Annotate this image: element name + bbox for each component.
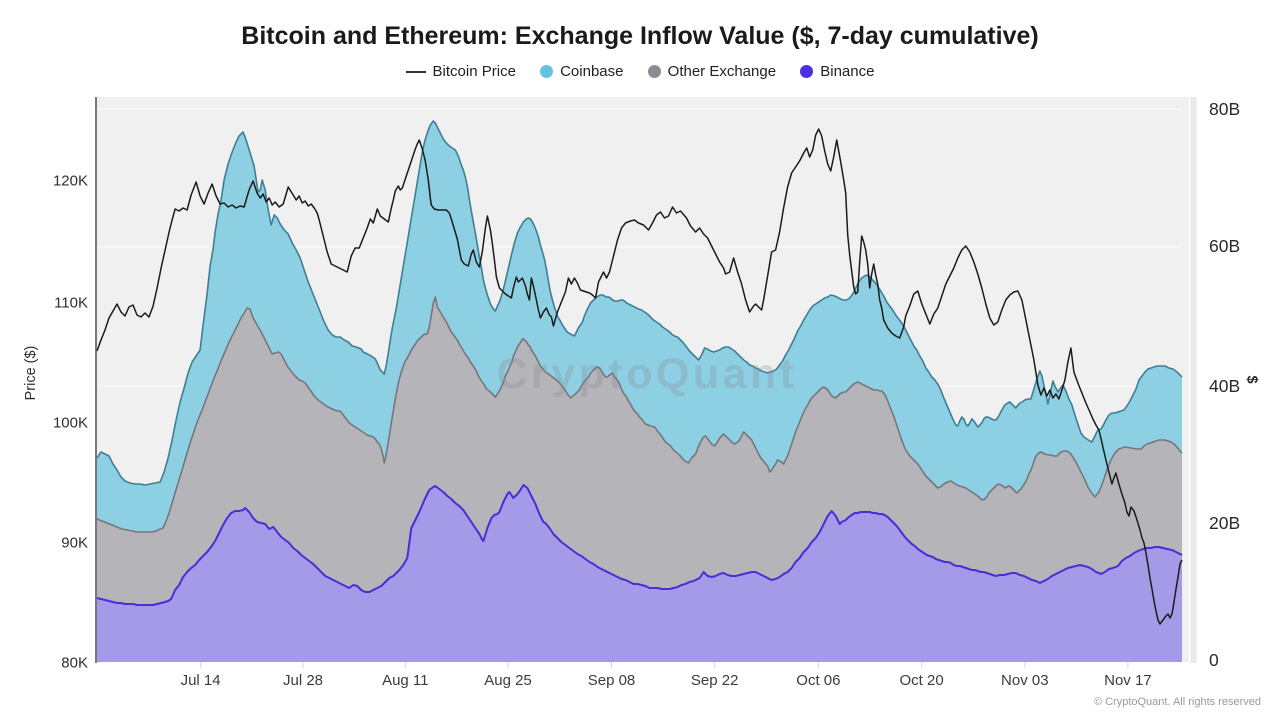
svg-text:60B: 60B (1209, 236, 1240, 256)
svg-text:20B: 20B (1209, 513, 1240, 533)
svg-text:Aug 25: Aug 25 (484, 672, 532, 689)
svg-text:40B: 40B (1209, 376, 1240, 396)
svg-text:$: $ (1244, 375, 1260, 383)
svg-text:110K: 110K (54, 294, 88, 311)
svg-text:Sep 08: Sep 08 (588, 672, 636, 689)
svg-text:CryptoQuant: CryptoQuant (496, 350, 797, 398)
svg-text:0: 0 (1209, 650, 1219, 670)
svg-text:© CryptoQuant. All rights rese: © CryptoQuant. All rights reserved (1094, 696, 1261, 708)
svg-text:100K: 100K (53, 414, 88, 431)
svg-text:Nov 17: Nov 17 (1104, 672, 1152, 689)
svg-text:Jul 14: Jul 14 (181, 672, 221, 689)
svg-text:Aug 11: Aug 11 (382, 672, 428, 689)
svg-text:90K: 90K (61, 534, 88, 551)
svg-text:Oct 06: Oct 06 (796, 672, 840, 689)
svg-text:Price ($): Price ($) (23, 346, 39, 401)
svg-text:80K: 80K (61, 655, 88, 672)
svg-text:80B: 80B (1209, 99, 1240, 119)
svg-text:120K: 120K (53, 173, 88, 190)
svg-text:Jul 28: Jul 28 (283, 672, 323, 689)
svg-text:Oct 20: Oct 20 (900, 672, 944, 689)
svg-text:Sep 22: Sep 22 (691, 672, 739, 689)
svg-text:Nov 03: Nov 03 (1001, 672, 1049, 689)
